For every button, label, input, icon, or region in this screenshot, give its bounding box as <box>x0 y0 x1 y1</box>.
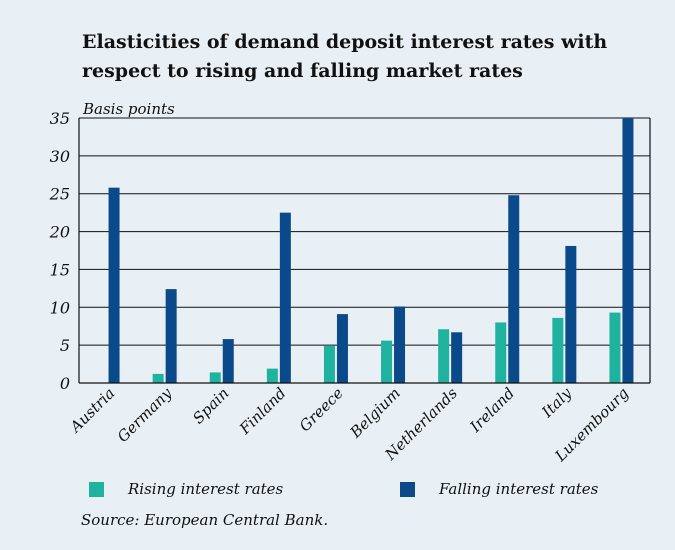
bar-falling-netherlands <box>451 332 463 383</box>
legend: Rising interest rates Falling interest r… <box>0 474 675 504</box>
y-tick-label: 25 <box>49 185 70 204</box>
y-tick-label: 5 <box>60 336 70 355</box>
x-category-label: Greece <box>296 384 347 435</box>
legend-item-falling: Falling interest rates <box>400 474 598 504</box>
y-ticks: 0 5 10 15 20 25 30 35 <box>49 109 70 393</box>
bar-rising-germany <box>152 373 164 383</box>
y-tick-label: 0 <box>60 374 70 393</box>
bar-falling-ireland <box>508 195 520 383</box>
legend-label-falling: Falling interest rates <box>439 480 599 498</box>
x-category-label: Finland <box>235 384 289 438</box>
bars-group <box>108 118 634 383</box>
legend-swatch-rising <box>89 481 104 497</box>
bar-falling-italy <box>565 245 577 383</box>
y-tick-label: 30 <box>50 147 70 166</box>
x-category-label: Italy <box>538 384 576 422</box>
y-tick-label: 35 <box>50 109 70 128</box>
x-category-label: Belgium <box>346 384 404 442</box>
x-category-label: Germany <box>114 384 176 446</box>
legend-swatch-falling <box>400 481 415 497</box>
bar-falling-luxembourg <box>622 118 634 383</box>
source-note: Source: European Central Bank. <box>81 511 329 529</box>
bar-falling-finland <box>279 212 291 383</box>
bar-falling-greece <box>336 314 348 383</box>
bar-rising-luxembourg <box>609 312 621 383</box>
bar-rising-netherlands <box>438 329 450 383</box>
plot-frame <box>78 118 651 384</box>
x-category-label: Spain <box>189 384 232 427</box>
y-axis-label: Basis points <box>82 100 175 118</box>
bar-falling-spain <box>222 339 234 383</box>
bar-falling-germany <box>165 289 177 383</box>
legend-item-rising: Rising interest rates <box>89 474 283 504</box>
bar-rising-ireland <box>495 322 507 383</box>
y-tick-label: 10 <box>50 298 70 317</box>
y-tick-label: 15 <box>50 260 70 279</box>
bar-rising-finland <box>266 368 278 383</box>
grid-lines <box>79 117 650 346</box>
bar-rising-italy <box>552 317 564 383</box>
bar-rising-belgium <box>381 340 393 383</box>
chart-title: Elasticities of demand deposit interest … <box>82 31 608 82</box>
bar-rising-greece <box>323 345 335 383</box>
x-category-label: Ireland <box>466 384 518 436</box>
y-tick-label: 20 <box>49 223 70 242</box>
bar-falling-belgium <box>394 306 406 383</box>
bar-rising-spain <box>209 372 221 383</box>
bar-falling-austria <box>108 187 120 383</box>
legend-label-rising: Rising interest rates <box>128 480 284 498</box>
x-category-label: Austria <box>65 384 118 437</box>
